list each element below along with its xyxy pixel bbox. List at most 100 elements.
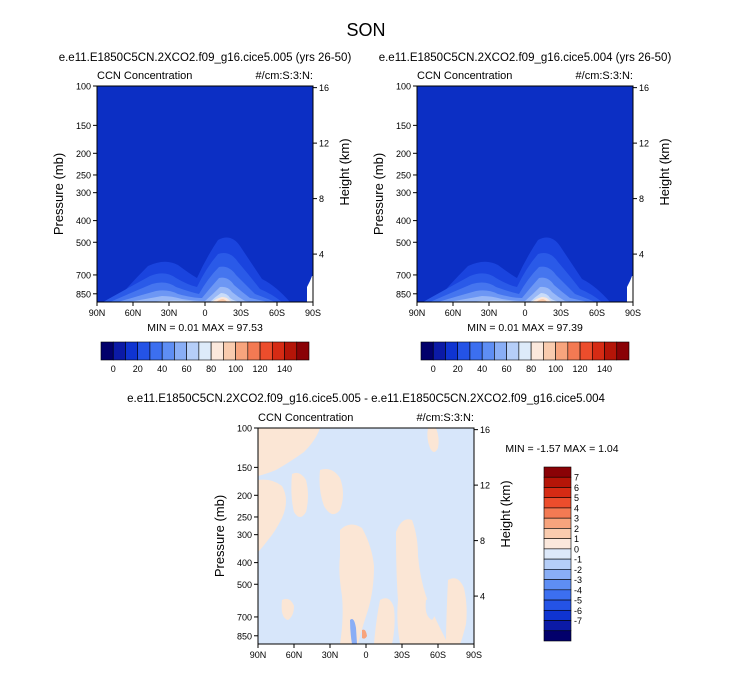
colorbar-swatch: [125, 341, 139, 361]
colorbar-label: 60: [502, 364, 512, 374]
y-tick-label: 500: [76, 238, 91, 248]
x-tick-label: 90N: [250, 650, 267, 660]
colorbar-swatch: [457, 341, 471, 361]
colorbar-label: 4: [574, 503, 579, 513]
colorbar-swatch: [149, 341, 163, 361]
panel-1-colorbar: 0 20 40 60 80 100 120 140: [100, 341, 310, 374]
colorbar-swatch: [198, 341, 212, 361]
colorbar-swatch: [112, 341, 126, 361]
y2-tick-label: 16: [639, 83, 649, 93]
colorbar-swatch: [543, 476, 572, 488]
colorbar-swatch: [543, 528, 572, 539]
panel-2-right-label: #/cm:S:3:N:: [576, 70, 633, 82]
y-tick-label: 200: [237, 491, 252, 501]
colorbar-label: 140: [597, 364, 612, 374]
panel-2-y2label: Height (km): [657, 138, 672, 205]
colorbar-label: 20: [133, 364, 143, 374]
x-tick-label: 0: [363, 650, 368, 660]
colorbar-label: 5: [574, 493, 579, 503]
panel-2: e.e11.E1850C5CN.2XCO2.f09_g16.cice5.004 …: [371, 52, 672, 374]
figure-title: SON: [346, 20, 385, 40]
x-tick-label: 0: [522, 308, 527, 318]
colorbar-swatch: [543, 466, 572, 478]
y-tick-label: 300: [237, 530, 252, 540]
colorbar-swatch: [247, 341, 261, 361]
colorbar-swatch: [432, 341, 446, 361]
colorbar-label: -5: [574, 596, 582, 606]
colorbar-label: 0: [431, 364, 436, 374]
x-tick-label: 60S: [589, 308, 605, 318]
colorbar-label: 40: [477, 364, 487, 374]
x-tick-label: 60N: [286, 650, 303, 660]
colorbar-label: 0: [111, 364, 116, 374]
x-tick-label: 30S: [394, 650, 410, 660]
panel-3: e.e11.E1850C5CN.2XCO2.f09_g16.cice5.005 …: [127, 393, 619, 660]
y-tick-label: 850: [76, 289, 91, 299]
y-tick-label: 250: [76, 170, 91, 180]
panel-3-axes: 100 150 200 250 300 400 500 700 850 4 8 12 16 90N 60N 3…: [237, 424, 490, 661]
panel-1-ylabel: Pressure (mb): [51, 153, 66, 235]
colorbar-label: 120: [253, 364, 268, 374]
colorbar-label: -1: [574, 555, 582, 565]
colorbar-swatch: [284, 341, 298, 361]
colorbar-label: -3: [574, 575, 582, 585]
colorbar-swatch: [518, 341, 532, 361]
colorbar-swatch: [555, 341, 569, 361]
colorbar-swatch: [223, 341, 236, 361]
colorbar-swatch: [469, 341, 483, 361]
x-tick-label: 30S: [553, 308, 569, 318]
panel-2-stats: MIN = 0.01 MAX = 97.39: [467, 322, 583, 334]
colorbar-label: 20: [453, 364, 463, 374]
colorbar-swatch: [543, 609, 572, 621]
colorbar-swatch: [543, 487, 572, 499]
panel-1-y2label: Height (km): [337, 138, 352, 205]
colorbar-label: 0: [574, 544, 579, 554]
x-tick-label: 90S: [625, 308, 641, 318]
panel-2-title: e.e11.E1850C5CN.2XCO2.f09_g16.cice5.004 …: [379, 52, 672, 64]
y2-tick-label: 4: [480, 592, 485, 602]
y2-tick-label: 8: [319, 194, 324, 204]
colorbar-swatch: [543, 579, 572, 591]
y-tick-label: 100: [237, 424, 252, 434]
y-tick-label: 100: [76, 82, 91, 92]
colorbar-label: 2: [574, 524, 579, 534]
panel-2-axes: 100 150 200 250 300 400 500 700 850 4 8 12 16 90N 60N 3…: [396, 82, 649, 319]
colorbar-swatch: [271, 341, 285, 361]
colorbar-swatch: [137, 341, 151, 361]
colorbar-swatch: [543, 569, 572, 580]
panel-3-right-label: #/cm:S:3:N:: [417, 412, 474, 424]
y-tick-label: 100: [396, 82, 411, 92]
y2-tick-label: 8: [639, 194, 644, 204]
colorbar-label: 80: [526, 364, 536, 374]
x-tick-label: 60N: [125, 308, 142, 318]
x-tick-label: 60N: [445, 308, 462, 318]
y-tick-label: 150: [237, 463, 252, 473]
colorbar-label: 60: [182, 364, 192, 374]
colorbar-swatch: [543, 599, 572, 611]
y-tick-label: 200: [76, 149, 91, 159]
y-tick-label: 400: [76, 216, 91, 226]
panel-2-ylabel: Pressure (mb): [371, 153, 386, 235]
colorbar-label: 3: [574, 514, 579, 524]
colorbar-label: 7: [574, 473, 579, 483]
colorbar-label: -6: [574, 606, 582, 616]
y-tick-label: 300: [396, 188, 411, 198]
panel-1-stats: MIN = 0.01 MAX = 97.53: [147, 322, 263, 334]
panel-1-field: [97, 86, 313, 302]
colorbar-swatch: [543, 558, 572, 570]
colorbar-swatch: [174, 341, 187, 361]
y2-tick-label: 8: [480, 536, 485, 546]
x-tick-label: 90S: [305, 308, 321, 318]
colorbar-swatch: [296, 341, 310, 361]
panel-2-left-label: CCN Concentration: [417, 70, 512, 82]
colorbar-swatch: [506, 341, 520, 361]
colorbar-label: 40: [157, 364, 167, 374]
panel-1-title: e.e11.E1850C5CN.2XCO2.f09_g16.cice5.005 …: [59, 52, 352, 64]
colorbar-label: 140: [277, 364, 292, 374]
y-tick-label: 400: [396, 216, 411, 226]
colorbar-swatch: [530, 341, 544, 361]
y2-tick-label: 12: [319, 139, 329, 149]
colorbar-swatch: [543, 538, 572, 550]
x-tick-label: 0: [202, 308, 207, 318]
